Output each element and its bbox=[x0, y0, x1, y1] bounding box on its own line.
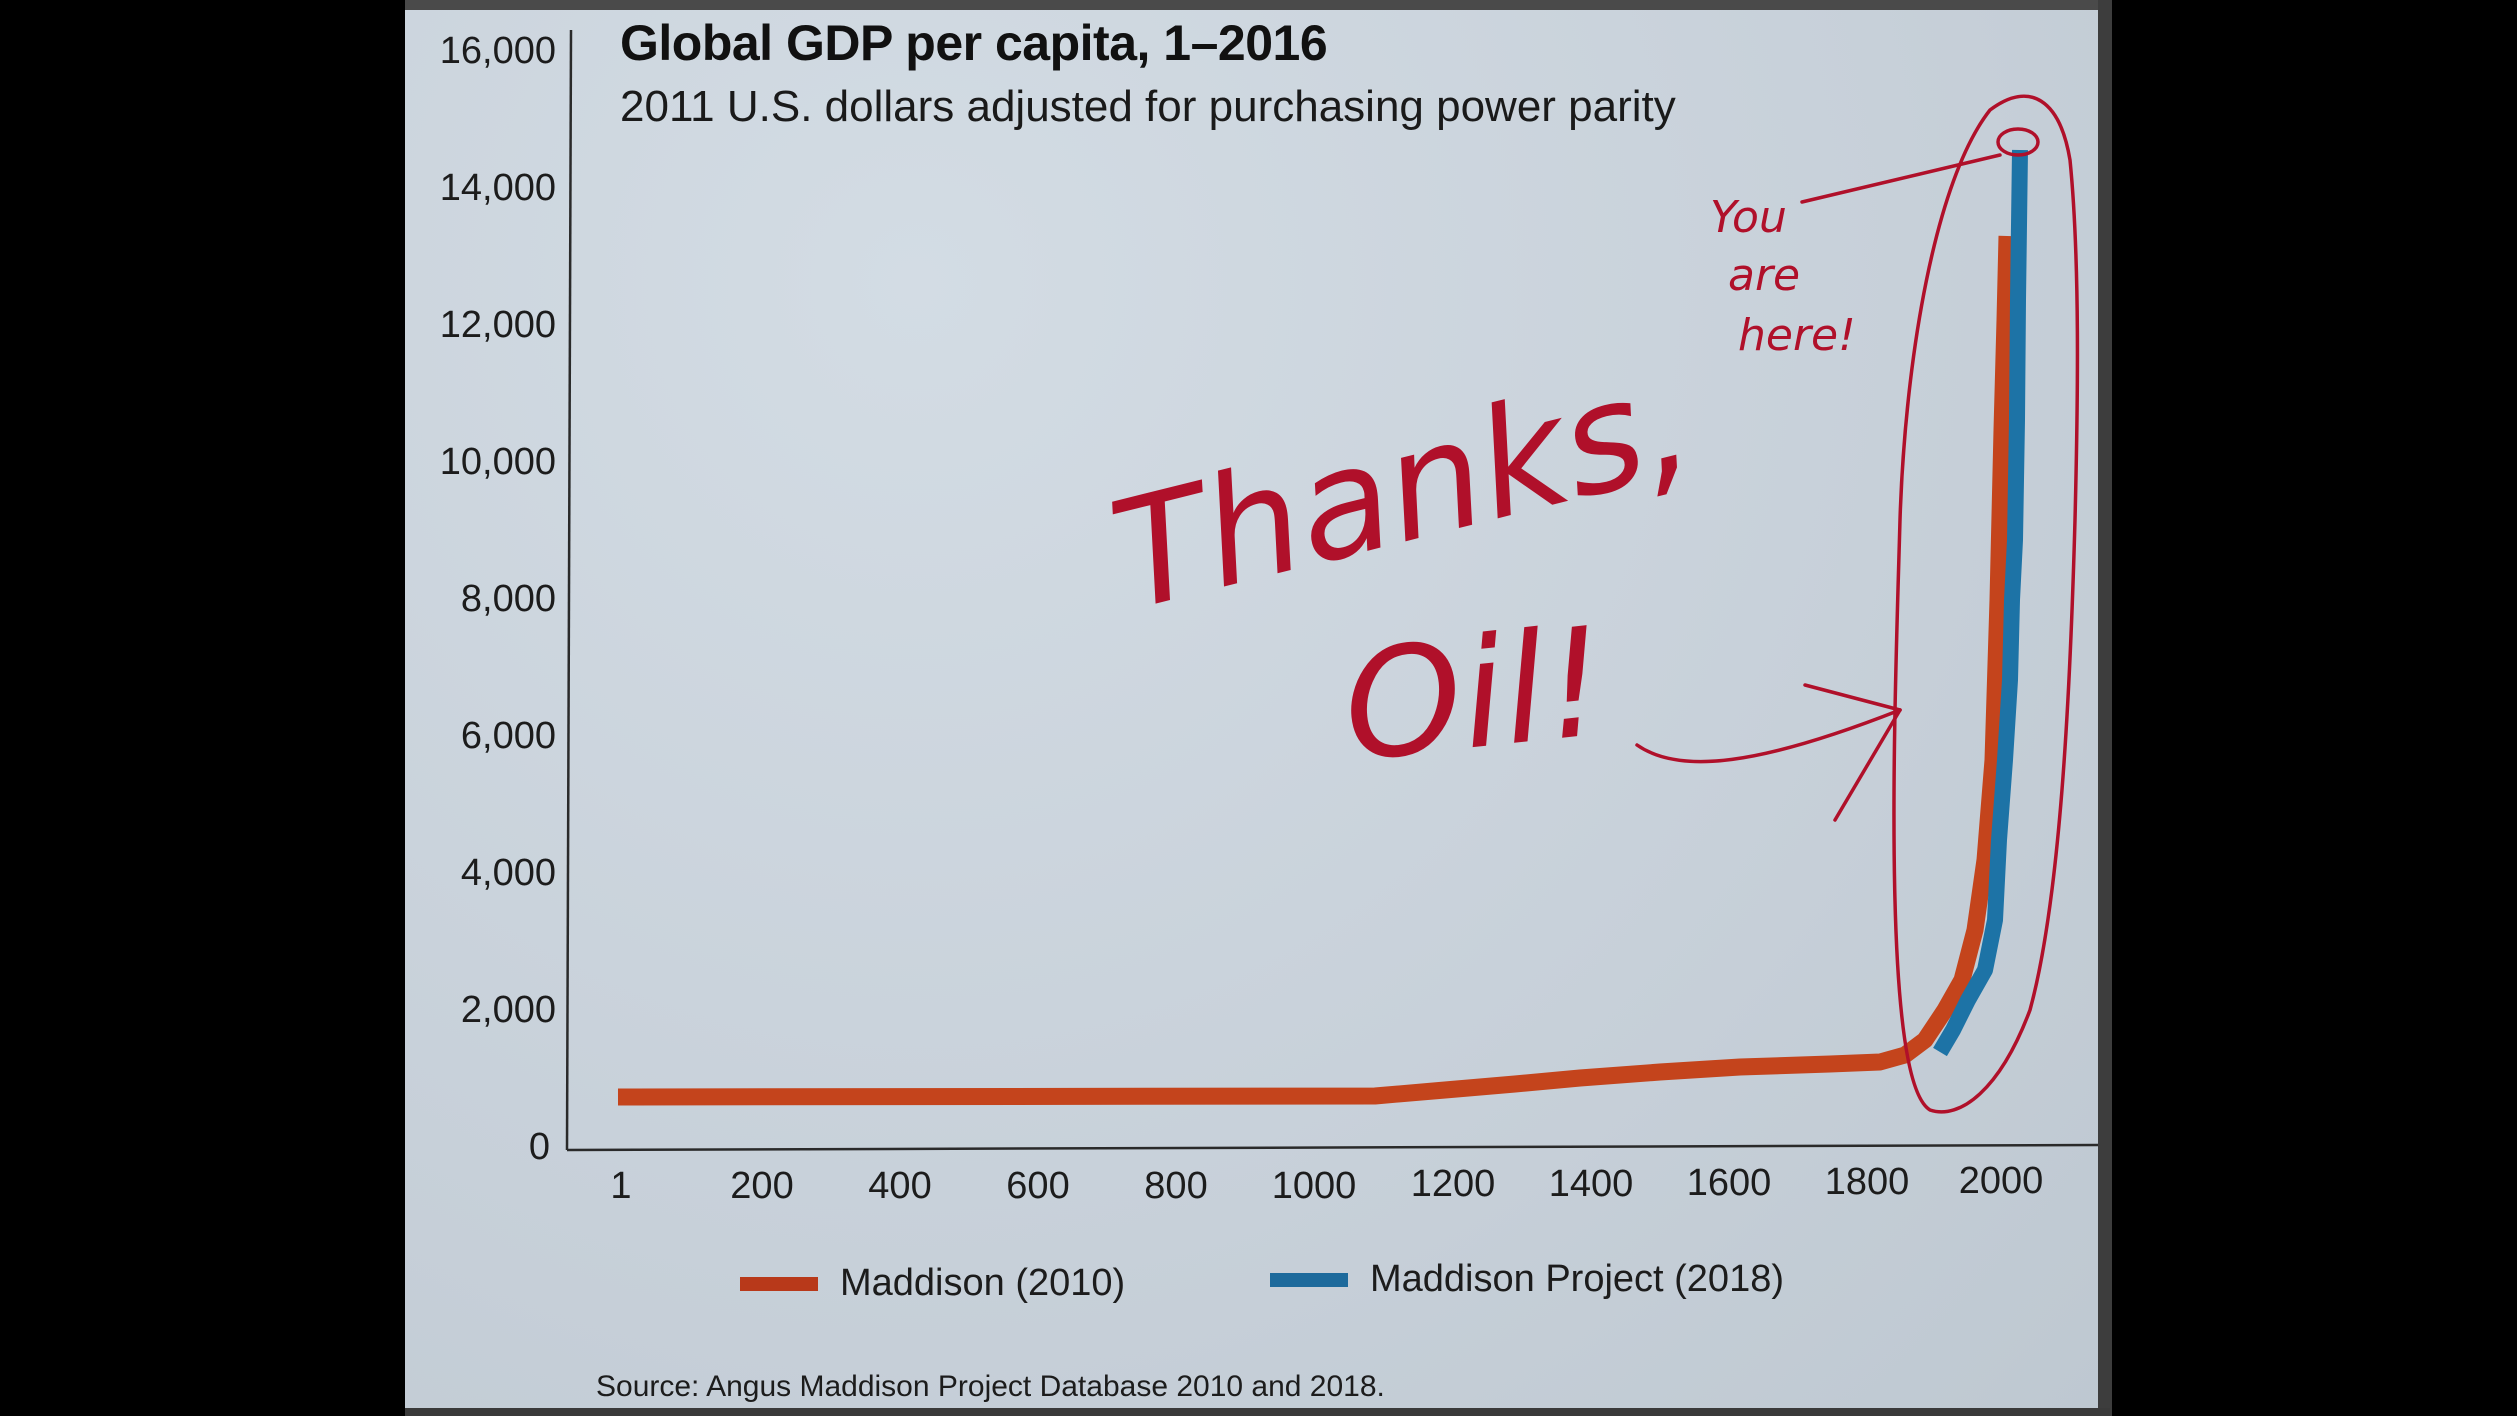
y-tick-label: 14,000 bbox=[439, 167, 556, 209]
handwritten-annotations bbox=[1635, 94, 2080, 1114]
x-tick-label: 200 bbox=[730, 1165, 794, 1207]
legend-swatch-blue-icon bbox=[1270, 1272, 1348, 1287]
y-tick-label: 16,000 bbox=[439, 30, 556, 72]
x-axis-line bbox=[566, 1143, 2099, 1152]
x-tick-label: 400 bbox=[868, 1165, 932, 1207]
series-maddison-project-2018-line bbox=[1933, 149, 2028, 1057]
paper-right-edge bbox=[2098, 0, 2112, 1416]
x-tick-label: 1 bbox=[610, 1165, 632, 1207]
y-tick-label: 0 bbox=[528, 1126, 550, 1168]
x-tick-label: 1200 bbox=[1410, 1163, 1496, 1205]
paper-bottom-edge bbox=[405, 1408, 2110, 1416]
legend-label: Maddison Project (2018) bbox=[1370, 1258, 1784, 1300]
x-tick-label: 1000 bbox=[1271, 1165, 1357, 1207]
you-are-here-pointer bbox=[1800, 153, 2002, 204]
paper-top-edge bbox=[405, 0, 2110, 10]
legend-item-maddison-2010: Maddison (2010) bbox=[740, 1262, 1125, 1305]
x-tick-label: 1400 bbox=[1548, 1163, 1634, 1205]
x-tick-label: 2000 bbox=[1958, 1160, 2044, 1202]
series-maddison-2010-line bbox=[617, 235, 2016, 1106]
are-text: are bbox=[1728, 250, 1800, 301]
chart-subtitle: 2011 U.S. dollars adjusted for purchasin… bbox=[620, 82, 1676, 131]
legend-swatch-red-icon bbox=[740, 1276, 818, 1291]
y-tick-label: 2,000 bbox=[460, 989, 556, 1031]
legend-label: Maddison (2010) bbox=[840, 1262, 1126, 1304]
you-are-here-annotation: You are here! bbox=[1710, 192, 1856, 361]
y-axis-line bbox=[565, 29, 573, 1151]
here-text: here! bbox=[1738, 310, 1856, 361]
chart-title: Global GDP per capita, 1–2016 bbox=[620, 15, 1328, 71]
y-tick-label: 8,000 bbox=[460, 578, 556, 620]
hand-drawn-ellipse bbox=[1892, 94, 2080, 1114]
y-tick-label: 10,000 bbox=[439, 441, 556, 483]
thanks-oil-annotation: Thanks, Oil! bbox=[1097, 334, 1708, 796]
oil-arrow-icon bbox=[1635, 708, 1902, 764]
x-tick-label: 1800 bbox=[1824, 1161, 1910, 1203]
x-tick-label: 1600 bbox=[1686, 1162, 1772, 1204]
x-tick-label: 600 bbox=[1006, 1165, 1070, 1207]
source-note: Source: Angus Maddison Project Database … bbox=[596, 1370, 1385, 1403]
thanks-text: Thanks, bbox=[1097, 334, 1708, 645]
oil-text: Oil! bbox=[1336, 595, 1614, 795]
you-text: You bbox=[1710, 192, 1787, 243]
y-tick-label: 12,000 bbox=[439, 304, 556, 346]
legend-item-maddison-project-2018: Maddison Project (2018) bbox=[1270, 1258, 1784, 1301]
x-tick-label: 800 bbox=[1144, 1165, 1208, 1207]
you-are-here-circle bbox=[1996, 127, 2040, 157]
printed-chart-paper bbox=[405, 0, 2110, 1416]
y-tick-label: 4,000 bbox=[460, 852, 556, 894]
y-tick-label: 6,000 bbox=[460, 715, 556, 757]
